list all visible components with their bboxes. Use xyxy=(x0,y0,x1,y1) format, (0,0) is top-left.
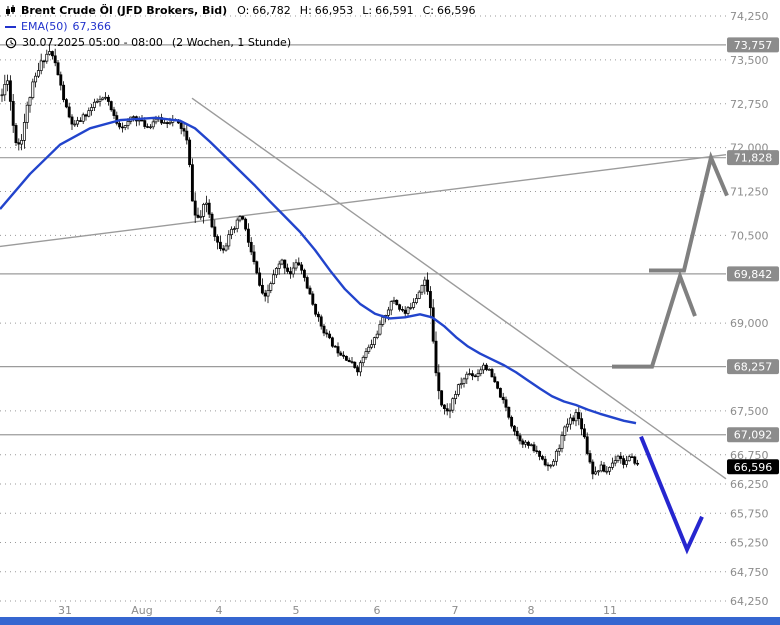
price-tick-label: 67,500 xyxy=(730,405,769,418)
candle-timestamp: 30.07.2025 05:00 - 08:00 xyxy=(22,36,163,49)
time-tick-label: 7 xyxy=(452,604,459,617)
time-axis[interactable]: 31 Aug 4 5 6 7 8 11 xyxy=(58,604,617,617)
open-value: O: 66,782 xyxy=(237,4,291,17)
svg-text:69,842: 69,842 xyxy=(734,268,773,281)
price-tick-label: 65,250 xyxy=(730,537,769,550)
time-tick-label: 5 xyxy=(293,604,300,617)
time-tick-label: 11 xyxy=(603,604,617,617)
ema-value: 67,366 xyxy=(72,20,112,33)
chart-header: Brent Crude Öl (JFD Brokers, Bid) O: 66,7… xyxy=(5,3,485,51)
time-tick-label: 4 xyxy=(216,604,223,617)
level-badge: 73,757 xyxy=(727,37,779,53)
svg-text:73,757: 73,757 xyxy=(734,39,773,52)
timeframe-label: (2 Wochen, 1 Stunde) xyxy=(171,36,292,49)
price-axis[interactable]: 74,25073,50072,75072,00071,25070,50069,0… xyxy=(730,10,769,608)
price-tick-label: 64,250 xyxy=(730,595,769,608)
trendlines xyxy=(0,97,727,480)
price-tick-label: 71,250 xyxy=(730,186,769,199)
price-tick-label: 70,500 xyxy=(730,229,769,242)
instrument-row: Brent Crude Öl (JFD Brokers, Bid) O: 66,7… xyxy=(5,3,485,19)
svg-text:71,828: 71,828 xyxy=(734,152,773,165)
horizontal-levels xyxy=(0,44,726,436)
price-tick-label: 74,250 xyxy=(730,10,769,23)
close-value: C: 66,596 xyxy=(422,4,476,17)
price-tick-label: 66,250 xyxy=(730,478,769,491)
instrument-name: Brent Crude Öl (JFD Brokers, Bid) xyxy=(21,4,228,17)
bottom-bar xyxy=(0,617,780,625)
price-tick-label: 72,750 xyxy=(730,98,769,111)
time-tick-label: 6 xyxy=(374,604,381,617)
time-tick-label: Aug xyxy=(131,604,152,617)
timestamp-row: 30.07.2025 05:00 - 08:00 (2 Wochen, 1 St… xyxy=(5,35,485,51)
ema-line xyxy=(0,116,637,425)
level-badge: 71,828 xyxy=(727,150,779,166)
ema-color-swatch-icon xyxy=(5,26,16,28)
price-tick-label: 64,750 xyxy=(730,566,769,579)
price-badges: 73,757 71,828 69,842 68,257 67,092 66,596 xyxy=(727,37,779,475)
gridlines xyxy=(0,15,726,602)
high-value: H: 66,953 xyxy=(299,4,354,17)
svg-text:67,092: 67,092 xyxy=(734,429,773,442)
level-badge: 67,092 xyxy=(727,427,779,443)
candlestick-chart-icon xyxy=(5,5,16,17)
svg-text:68,257: 68,257 xyxy=(734,361,773,374)
price-tick-label: 65,750 xyxy=(730,507,769,520)
price-tick-label: 73,500 xyxy=(730,54,769,67)
ema-label: EMA(50) xyxy=(21,20,68,33)
clock-icon xyxy=(5,37,17,49)
time-tick-label: 31 xyxy=(58,604,72,617)
price-tick-label: 69,000 xyxy=(730,317,769,330)
last-price-badge: 66,596 xyxy=(727,459,779,475)
time-tick-label: 8 xyxy=(528,604,535,617)
level-badge: 68,257 xyxy=(727,359,779,375)
ema-legend-row: EMA(50) 67,366 xyxy=(5,19,485,35)
low-value: L: 66,591 xyxy=(362,4,414,17)
price-tick-label: 66,750 xyxy=(730,449,769,462)
svg-text:66,596: 66,596 xyxy=(734,461,773,474)
forecast-arrows xyxy=(612,151,729,555)
level-badge: 69,842 xyxy=(727,266,779,282)
candlesticks xyxy=(0,45,640,480)
